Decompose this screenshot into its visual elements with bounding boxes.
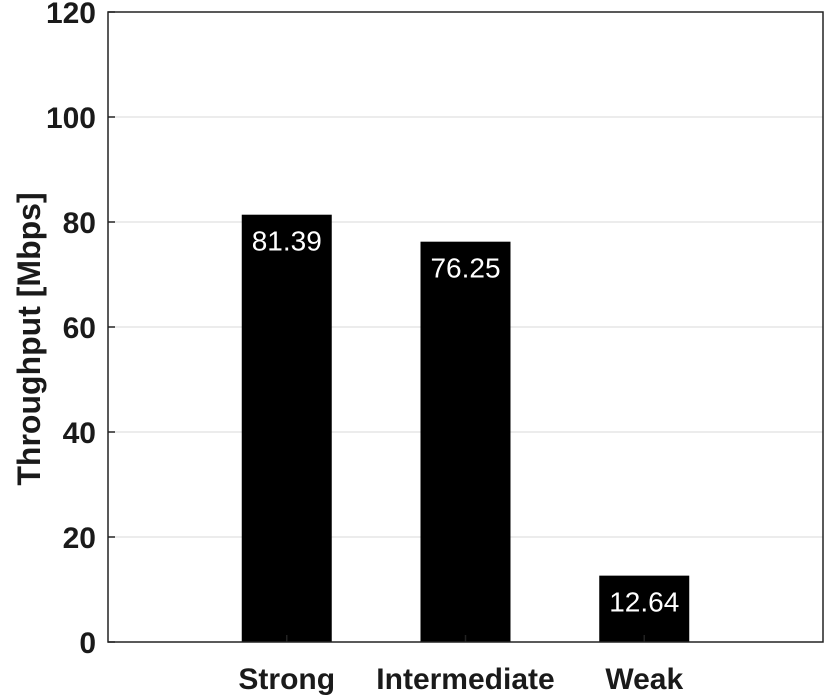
y-axis-ticks: 0 20 40 60 80 100 120 <box>46 0 115 660</box>
y-axis-label: Throughput [Mbps] <box>11 192 47 485</box>
y-tick-label: 80 <box>63 207 96 240</box>
bars: 81.39 76.25 12.64 <box>241 214 690 642</box>
y-tick-label: 20 <box>63 522 96 555</box>
x-axis-ticks: Strong Intermediate Weak <box>238 635 683 696</box>
bar-intermediate <box>420 241 511 642</box>
bar-weak <box>599 575 690 642</box>
bar-strong <box>241 214 332 642</box>
y-tick-label: 120 <box>46 0 96 30</box>
x-tick-label: Intermediate <box>376 663 554 696</box>
y-tick-label: 40 <box>63 417 96 450</box>
y-tick-label: 0 <box>79 627 96 660</box>
x-tick-label: Strong <box>238 663 335 696</box>
x-tick-label: Weak <box>605 663 683 696</box>
data-label: 81.39 <box>252 226 322 257</box>
data-label: 12.64 <box>609 587 679 618</box>
y-tick-label: 100 <box>46 102 96 135</box>
data-label: 76.25 <box>430 253 500 284</box>
y-tick-label: 60 <box>63 312 96 345</box>
